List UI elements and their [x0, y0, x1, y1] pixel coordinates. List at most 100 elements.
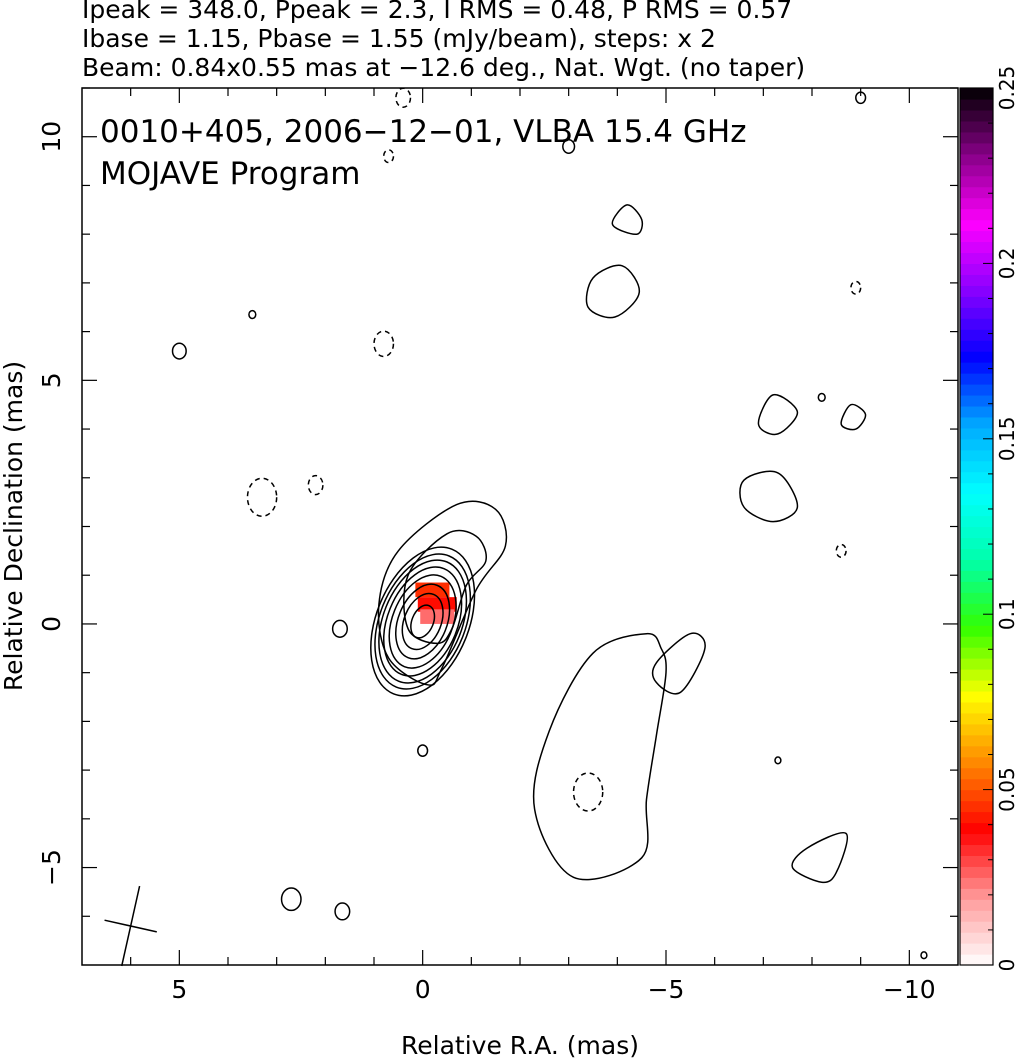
colorbar-band	[960, 932, 993, 944]
colorbar-band	[960, 394, 993, 407]
contour-islet	[171, 342, 187, 360]
negative-contour	[307, 474, 324, 496]
colorbar-band	[960, 383, 993, 396]
colorbar-band	[960, 329, 993, 341]
core-contour	[383, 566, 463, 677]
colorbar-band	[960, 219, 993, 232]
negative-contour	[835, 543, 847, 558]
colorbar-band	[960, 186, 993, 199]
colorbar-label: 0	[995, 959, 1019, 972]
colorbar-band	[960, 625, 993, 637]
colorbar-band	[960, 460, 993, 473]
colorbar-band	[960, 581, 993, 593]
colorbar-band	[960, 745, 993, 758]
colorbar-band	[960, 800, 993, 813]
core-contour	[370, 546, 476, 697]
colorbar-band	[960, 438, 993, 451]
x-tick-label: −10	[883, 975, 936, 1004]
colorbar-band	[960, 142, 993, 155]
source-title: 0010+405, 2006−12−01, VLBA 15.4 GHz	[100, 114, 746, 150]
colorbar-band	[960, 778, 993, 791]
colorbar-band	[960, 592, 993, 604]
colorbar-band	[960, 241, 993, 254]
contour-line	[651, 632, 706, 695]
colorbar-band	[960, 679, 993, 692]
contour-islet	[562, 138, 576, 154]
contour-line	[739, 470, 799, 523]
contour-line	[611, 204, 644, 235]
axis-ticks: 5 0 −5 −10 10 5 0 −5	[37, 87, 958, 1004]
colorbar-band	[960, 449, 993, 462]
colorbar-band	[960, 88, 993, 100]
negative-contour	[382, 149, 395, 164]
colorbar-band	[960, 471, 993, 484]
colorbar-band	[960, 877, 993, 889]
colorbar-band	[960, 416, 993, 429]
x-tick-label: 5	[171, 975, 187, 1004]
colorbar-band	[960, 230, 993, 243]
contour-islet	[774, 756, 782, 765]
colorbar-band	[960, 833, 993, 846]
contour-islet	[248, 309, 257, 320]
colorbar-band	[960, 658, 993, 670]
core-contour	[374, 553, 472, 690]
core-contour	[378, 559, 468, 684]
program-label: MOJAVE Program	[100, 156, 360, 192]
y-axis-label: Relative Declination (mas)	[0, 361, 28, 691]
colorbar-band	[960, 899, 993, 911]
polarization-pixel	[420, 609, 455, 624]
colorbar-band	[960, 559, 993, 571]
colorbar-band	[960, 504, 993, 517]
colorbar-band	[960, 614, 993, 626]
core-contour	[401, 592, 444, 651]
colorbar-band	[960, 373, 993, 385]
colorbar-band	[960, 285, 993, 297]
colorbar-label: 0.2	[995, 247, 1019, 279]
colorbar-band	[960, 647, 993, 659]
contour-islet	[334, 902, 351, 921]
x-tick-label: 0	[415, 975, 431, 1004]
colorbar-band	[960, 263, 993, 275]
colorbar-band	[960, 98, 993, 111]
colorbar-band	[960, 690, 993, 703]
colorbar-band	[960, 208, 993, 221]
colorbar-band	[960, 789, 993, 802]
contour-islet	[280, 887, 302, 912]
contour-line	[585, 264, 640, 319]
colorbar-band	[960, 197, 993, 210]
colorbar-band	[960, 734, 993, 747]
colorbar-band	[960, 351, 993, 363]
colorbar-band	[960, 131, 993, 144]
colorbar-band	[960, 701, 993, 714]
contour-islet	[331, 619, 348, 638]
colorbar-band	[960, 603, 993, 615]
colorbar-band	[960, 888, 993, 900]
colorbar-band	[960, 537, 993, 550]
colorbar-band	[960, 109, 993, 122]
header-line-1: Ipeak = 348.0, Ppeak = 2.3, I RMS = 0.48…	[82, 0, 792, 24]
colorbar-band	[960, 515, 993, 528]
y-tick-label: 10	[37, 121, 66, 153]
colorbar-band	[960, 427, 993, 440]
colorbar-band	[960, 811, 993, 824]
negative-contour	[246, 477, 278, 518]
contour-islet	[417, 744, 429, 757]
colorbar-band	[960, 756, 993, 769]
colorbar-band	[960, 175, 993, 188]
colorbar-band	[960, 307, 993, 319]
colorbar-band	[960, 493, 993, 506]
negative-contour	[572, 772, 604, 812]
y-tick-label: −5	[37, 849, 66, 886]
colorbar-band	[960, 362, 993, 374]
contour-line	[532, 632, 667, 881]
colorbar-band	[960, 767, 993, 780]
core-contour	[410, 604, 436, 639]
contour-line	[791, 831, 848, 884]
colorbar-band	[960, 405, 993, 418]
colorbar-band	[960, 822, 993, 835]
core-contour	[388, 574, 457, 669]
colorbar-band	[960, 636, 993, 648]
colorbar-band	[960, 943, 993, 955]
beam-marker	[104, 885, 157, 967]
